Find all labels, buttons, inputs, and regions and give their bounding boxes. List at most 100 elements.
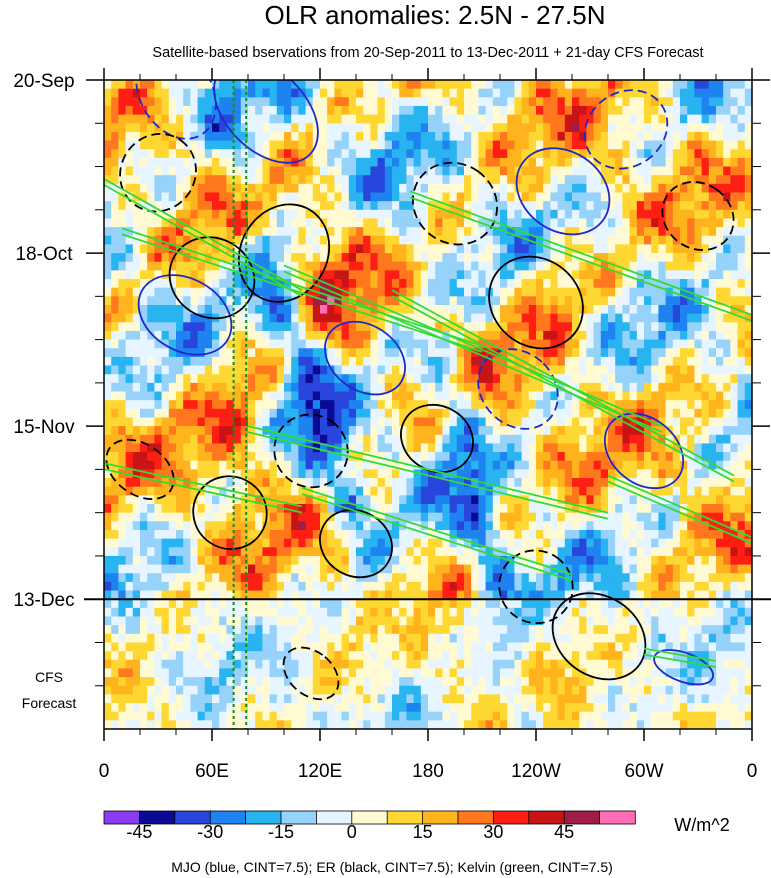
anomaly-cell bbox=[600, 131, 609, 142]
anomaly-cell bbox=[716, 218, 724, 228]
anomaly-cell bbox=[600, 296, 609, 306]
anomaly-cell bbox=[478, 330, 487, 341]
anomaly-cell bbox=[183, 322, 191, 332]
anomaly-cell bbox=[600, 348, 609, 358]
anomaly-cell bbox=[492, 313, 501, 323]
anomaly-cell bbox=[528, 434, 537, 445]
anomaly-cell bbox=[248, 504, 256, 514]
anomaly-cell bbox=[543, 391, 551, 401]
anomaly-cell bbox=[464, 365, 472, 375]
anomaly-cell bbox=[125, 382, 134, 393]
anomaly-cell bbox=[284, 123, 292, 133]
anomaly-cell bbox=[687, 478, 695, 488]
anomaly-cell bbox=[276, 166, 285, 176]
anomaly-cell bbox=[104, 175, 112, 185]
anomaly-cell bbox=[492, 408, 501, 419]
anomaly-cell bbox=[226, 131, 235, 142]
anomaly-cell bbox=[478, 157, 487, 168]
anomaly-cell bbox=[413, 521, 422, 531]
anomaly-cell bbox=[269, 365, 278, 375]
anomaly-cell bbox=[176, 391, 184, 401]
anomaly-cell bbox=[543, 322, 551, 332]
anomaly-cell bbox=[478, 261, 487, 271]
anomaly-cell bbox=[665, 486, 674, 496]
anomaly-cell bbox=[521, 391, 530, 401]
anomaly-cell bbox=[485, 192, 494, 202]
anomaly-cell bbox=[226, 97, 235, 107]
anomaly-cell bbox=[485, 183, 494, 194]
anomaly-cell bbox=[233, 105, 242, 116]
anomaly-cell bbox=[219, 105, 227, 116]
anomaly-cell bbox=[356, 313, 364, 323]
anomaly-cell bbox=[183, 547, 191, 557]
anomaly-cell bbox=[399, 235, 407, 246]
anomaly-cell bbox=[240, 521, 249, 531]
anomaly-cell bbox=[737, 201, 746, 211]
anomaly-cell bbox=[320, 123, 328, 133]
anomaly-cell bbox=[694, 270, 703, 280]
anomaly-cell bbox=[723, 218, 731, 228]
anomaly-cell bbox=[312, 270, 321, 280]
anomaly-cell bbox=[320, 348, 328, 358]
anomaly-cell bbox=[456, 105, 465, 116]
anomaly-cell bbox=[255, 547, 263, 557]
anomaly-cell bbox=[233, 529, 242, 540]
anomaly-cell bbox=[363, 555, 371, 566]
anomaly-cell bbox=[528, 261, 537, 271]
anomaly-cell bbox=[298, 218, 307, 228]
anomaly-cell bbox=[442, 330, 451, 341]
anomaly-cell bbox=[226, 469, 235, 479]
anomaly-cell bbox=[449, 304, 458, 315]
anomaly-cell bbox=[572, 140, 580, 150]
anomaly-cell bbox=[428, 504, 436, 514]
anomaly-cell bbox=[485, 452, 494, 462]
anomaly-cell bbox=[636, 504, 645, 514]
anomaly-cell bbox=[536, 123, 544, 133]
anomaly-cell bbox=[269, 452, 278, 462]
anomaly-cell bbox=[701, 521, 710, 531]
anomaly-cell bbox=[514, 105, 523, 116]
anomaly-cell bbox=[564, 417, 573, 427]
anomaly-cell bbox=[622, 80, 631, 90]
anomaly-cell bbox=[435, 270, 443, 280]
anomaly-cell bbox=[651, 235, 659, 246]
anomaly-cell bbox=[730, 218, 739, 228]
anomaly-cell bbox=[240, 322, 249, 332]
anomaly-cell bbox=[651, 452, 659, 462]
anomaly-cell bbox=[694, 538, 703, 548]
anomaly-cell bbox=[262, 192, 271, 202]
anomaly-cell bbox=[233, 270, 242, 280]
anomaly-cell bbox=[276, 495, 285, 505]
anomaly-cell bbox=[327, 460, 335, 470]
anomaly-cell bbox=[744, 287, 752, 297]
anomaly-cell bbox=[341, 218, 350, 228]
anomaly-cell bbox=[694, 123, 703, 133]
anomaly-cell bbox=[485, 209, 494, 220]
anomaly-cell bbox=[370, 426, 379, 436]
anomaly-cell bbox=[672, 166, 681, 176]
anomaly-cell bbox=[377, 140, 386, 150]
anomaly-cell bbox=[132, 469, 141, 479]
anomaly-cell bbox=[521, 279, 530, 289]
anomaly-cell bbox=[147, 365, 155, 375]
anomaly-cell bbox=[701, 218, 710, 228]
anomaly-cell bbox=[226, 304, 235, 315]
anomaly-cell bbox=[543, 114, 551, 124]
anomaly-cell bbox=[593, 131, 602, 142]
anomaly-cell bbox=[327, 175, 335, 185]
anomaly-cell bbox=[744, 460, 752, 470]
anomaly-cell bbox=[471, 460, 479, 470]
anomaly-cell bbox=[298, 261, 307, 271]
anomaly-cell bbox=[132, 452, 141, 462]
anomaly-cell bbox=[132, 382, 141, 393]
anomaly-cell bbox=[233, 434, 242, 445]
anomaly-cell bbox=[363, 80, 371, 90]
anomaly-cell bbox=[586, 538, 595, 548]
anomaly-cell bbox=[291, 339, 299, 349]
anomaly-cell bbox=[521, 296, 530, 306]
anomaly-cell bbox=[370, 400, 379, 410]
anomaly-cell bbox=[118, 123, 127, 133]
anomaly-cell bbox=[680, 287, 688, 297]
anomaly-cell bbox=[536, 166, 544, 176]
anomaly-cell bbox=[622, 131, 631, 142]
